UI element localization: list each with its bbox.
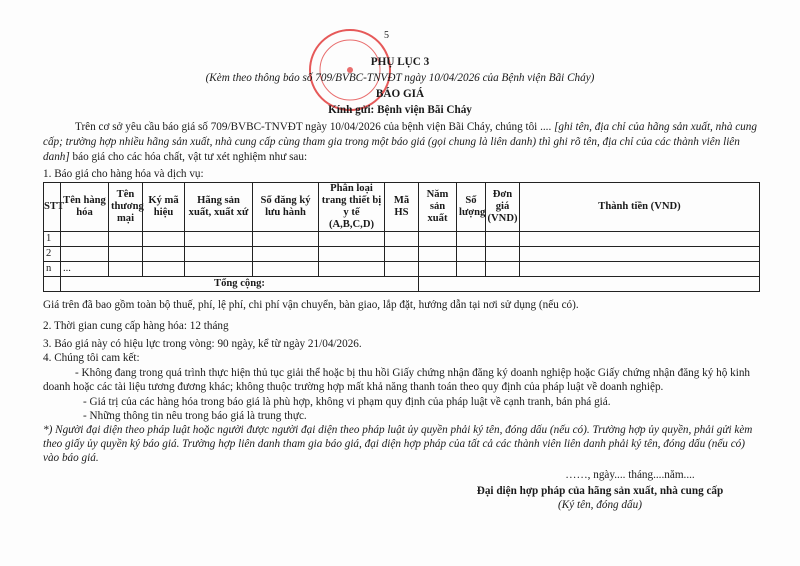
commitment-3: - Những thông tin nêu trong báo giá là t… xyxy=(83,410,307,422)
signature-note: (Ký tên, đóng dấu) xyxy=(558,499,642,511)
header-cell: Hãng sản xuất, xuất xứ xyxy=(184,182,253,232)
table-header-row: STT Tên hàng hóa Tên thương mại Ký mã hi… xyxy=(43,182,760,232)
row-stt: 1 xyxy=(43,231,61,247)
header-cell: Ký mã hiệu xyxy=(142,182,185,232)
table-row: n... xyxy=(43,261,760,277)
section-2: 2. Thời gian cung cấp hàng hóa: 12 tháng xyxy=(43,320,229,332)
commitment-1: - Không đang trong quá trình thực hiện t… xyxy=(43,367,751,393)
header-cell: Tên thương mại xyxy=(108,182,144,232)
signature-block: ……, ngày.... tháng....năm.... Đại diện h… xyxy=(430,468,770,512)
addressee: Kính gửi: Bệnh viện Bãi Cháy xyxy=(328,104,472,116)
total-row: Tổng cộng: xyxy=(43,276,760,292)
header-cell: Số lượng xyxy=(456,182,486,232)
row-name xyxy=(60,231,109,247)
header-cell: Đơn giá (VND) xyxy=(485,182,520,232)
header-cell: STT xyxy=(43,182,64,232)
row-name xyxy=(60,246,109,262)
quote-table: STT Tên hàng hóa Tên thương mại Ký mã hi… xyxy=(43,182,760,292)
appendix-title: PHỤ LỤC 3 xyxy=(370,56,430,68)
appendix-subtitle: (Kèm theo thông báo số 709/BVBC-TNVĐT ng… xyxy=(205,72,595,84)
doc-title: BÁO GIÁ xyxy=(375,88,425,100)
row-stt: 2 xyxy=(43,246,61,262)
page-number: 5 xyxy=(384,30,389,41)
date-line: ……, ngày.... tháng....năm.... xyxy=(565,469,695,481)
table-row: 2 xyxy=(43,246,760,262)
header-cell: Tên hàng hóa xyxy=(60,182,109,232)
section-1: 1. Báo giá cho hàng hóa và dịch vụ: xyxy=(43,168,204,180)
header-cell: Mã HS xyxy=(384,182,419,232)
footnote: *) Người đại diện theo pháp luật hoặc ng… xyxy=(43,424,753,464)
section-4: 4. Chúng tôi cam kết: xyxy=(43,352,140,364)
total-label: Tổng cộng: xyxy=(60,276,419,292)
header-cell: Số đăng ký lưu hành xyxy=(252,182,319,232)
header-cell: Phân loại trang thiết bị y tế (A,B,C,D) xyxy=(318,182,385,232)
row-name: ... xyxy=(60,261,109,277)
hospital-stamp xyxy=(309,29,391,111)
signature-title: Đại diện hợp pháp của hãng sản xuất, nhà… xyxy=(476,485,724,497)
section-3: 3. Báo giá này có hiệu lực trong vòng: 9… xyxy=(43,338,362,350)
table-row: 1 xyxy=(43,231,760,247)
intro-paragraph: Trên cơ sở yêu cầu báo giá số 709/BVBC-T… xyxy=(43,121,757,163)
commitment-2: - Giá trị của các hàng hóa trong báo giá… xyxy=(83,396,611,408)
header-cell: Thành tiền (VND) xyxy=(519,182,760,232)
price-note: Giá trên đã bao gồm toàn bộ thuế, phí, l… xyxy=(43,299,579,311)
row-stt: n xyxy=(43,261,61,277)
header-cell: Năm sản xuất xyxy=(418,182,457,232)
